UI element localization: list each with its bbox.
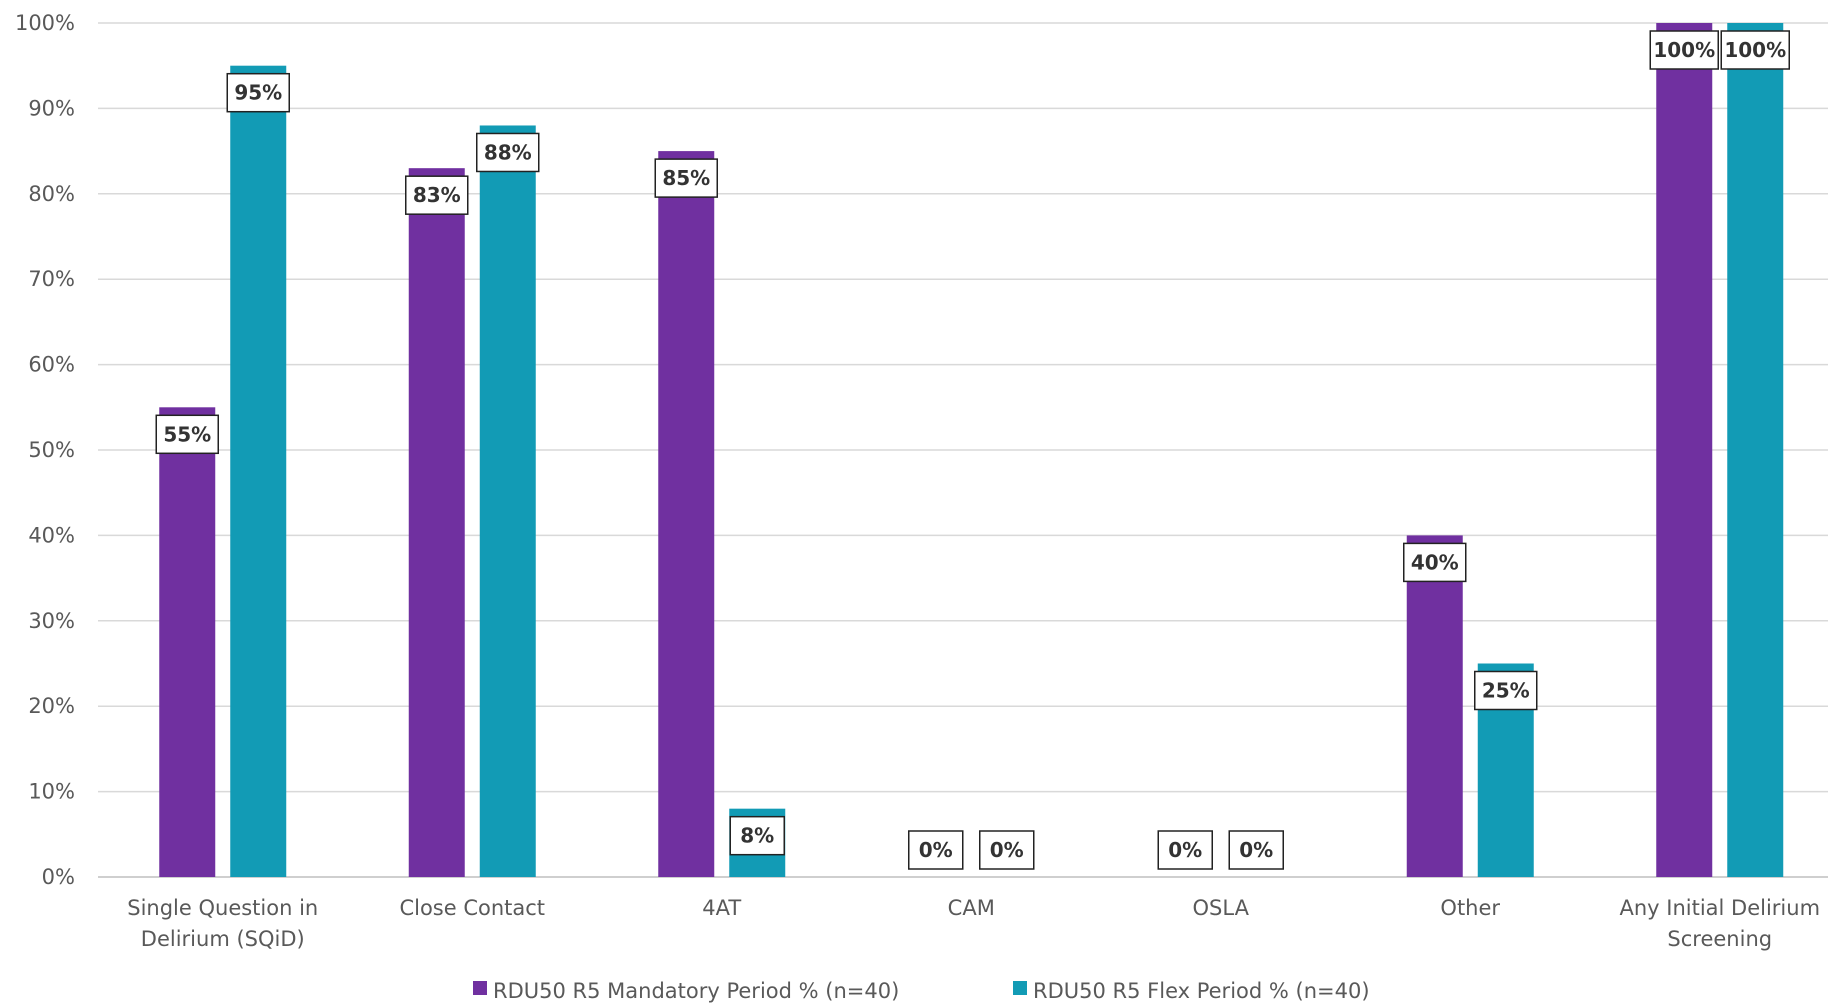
bar-mandatory bbox=[1406, 535, 1463, 877]
bars bbox=[159, 23, 1784, 878]
x-category-label: OSLA bbox=[1193, 896, 1250, 920]
legend-label: RDU50 R5 Mandatory Period % (n=40) bbox=[493, 979, 899, 1003]
data-label-box bbox=[1474, 670, 1538, 711]
bar-mandatory bbox=[159, 407, 216, 877]
y-tick-label: 80% bbox=[28, 182, 75, 206]
y-tick-label: 30% bbox=[28, 609, 75, 633]
y-tick-label: 10% bbox=[28, 780, 75, 804]
data-label-box bbox=[155, 414, 219, 455]
data-label: 100% bbox=[1724, 38, 1786, 62]
legend-label: RDU50 R5 Flex Period % (n=40) bbox=[1033, 979, 1370, 1003]
x-category-label: Any Initial Delirium bbox=[1619, 896, 1820, 920]
y-tick-label: 60% bbox=[28, 353, 75, 377]
data-label: 0% bbox=[990, 838, 1024, 862]
data-label: 0% bbox=[1168, 838, 1202, 862]
y-tick-label: 100% bbox=[15, 11, 75, 35]
data-label: 83% bbox=[413, 183, 461, 207]
x-category-label: Close Contact bbox=[399, 896, 545, 920]
data-label-box bbox=[476, 132, 540, 173]
data-label-box bbox=[979, 830, 1035, 870]
data-label: 0% bbox=[919, 838, 953, 862]
y-axis: 0% 10% 20% 30% 40% 50% 60% 70% 80% 90% 100% bbox=[15, 11, 75, 889]
x-category-label: CAM bbox=[948, 896, 995, 920]
data-label-box bbox=[1649, 30, 1719, 70]
data-label-box bbox=[1228, 830, 1284, 870]
data-label: 100% bbox=[1653, 38, 1715, 62]
x-axis: Single Question in Delirium (SQiD) Close C… bbox=[127, 896, 1820, 951]
legend-swatch bbox=[473, 981, 487, 995]
x-category-label: Other bbox=[1440, 896, 1500, 920]
data-label: 40% bbox=[1411, 550, 1459, 574]
data-label-box bbox=[908, 830, 964, 870]
legend-swatch bbox=[1013, 981, 1027, 995]
data-label-box bbox=[1720, 30, 1790, 70]
data-label: 55% bbox=[163, 422, 211, 446]
data-label-box bbox=[1157, 830, 1213, 870]
data-label-box bbox=[654, 158, 718, 198]
data-labels: 55% 95% 83% 88% 85% 8% 0% 0% 0% 0% 40% 25% 100% 100% bbox=[155, 30, 1790, 870]
bar-flex bbox=[479, 125, 536, 878]
bar-flex bbox=[1727, 23, 1784, 877]
y-tick-label: 50% bbox=[28, 438, 75, 462]
legend: RDU50 R5 Mandatory Period % (n=40) RDU50 … bbox=[473, 979, 1370, 1003]
y-tick-label: 0% bbox=[42, 865, 75, 889]
data-label: 25% bbox=[1482, 679, 1530, 703]
data-label-box bbox=[1403, 542, 1467, 583]
data-label: 88% bbox=[484, 140, 532, 164]
data-label: 95% bbox=[234, 81, 282, 105]
bar-mandatory bbox=[658, 151, 715, 878]
data-label-box bbox=[729, 815, 785, 856]
y-tick-label: 40% bbox=[28, 523, 75, 547]
y-tick-label: 20% bbox=[28, 694, 75, 718]
data-label: 85% bbox=[662, 166, 710, 190]
gridlines bbox=[98, 22, 1828, 878]
x-category-label: 4AT bbox=[702, 896, 741, 920]
data-label: 8% bbox=[740, 824, 774, 848]
y-tick-label: 90% bbox=[28, 96, 75, 120]
data-label: 0% bbox=[1239, 838, 1273, 862]
data-label-box bbox=[405, 175, 469, 215]
y-tick-label: 70% bbox=[28, 267, 75, 291]
bar-mandatory bbox=[408, 168, 465, 877]
x-category-label: Single Question in bbox=[127, 896, 318, 920]
x-category-label: Delirium (SQiD) bbox=[141, 927, 305, 951]
bar-mandatory bbox=[1656, 23, 1713, 877]
data-label-box bbox=[226, 72, 290, 113]
x-category-label: Screening bbox=[1667, 927, 1772, 951]
bar-flex bbox=[230, 65, 287, 877]
